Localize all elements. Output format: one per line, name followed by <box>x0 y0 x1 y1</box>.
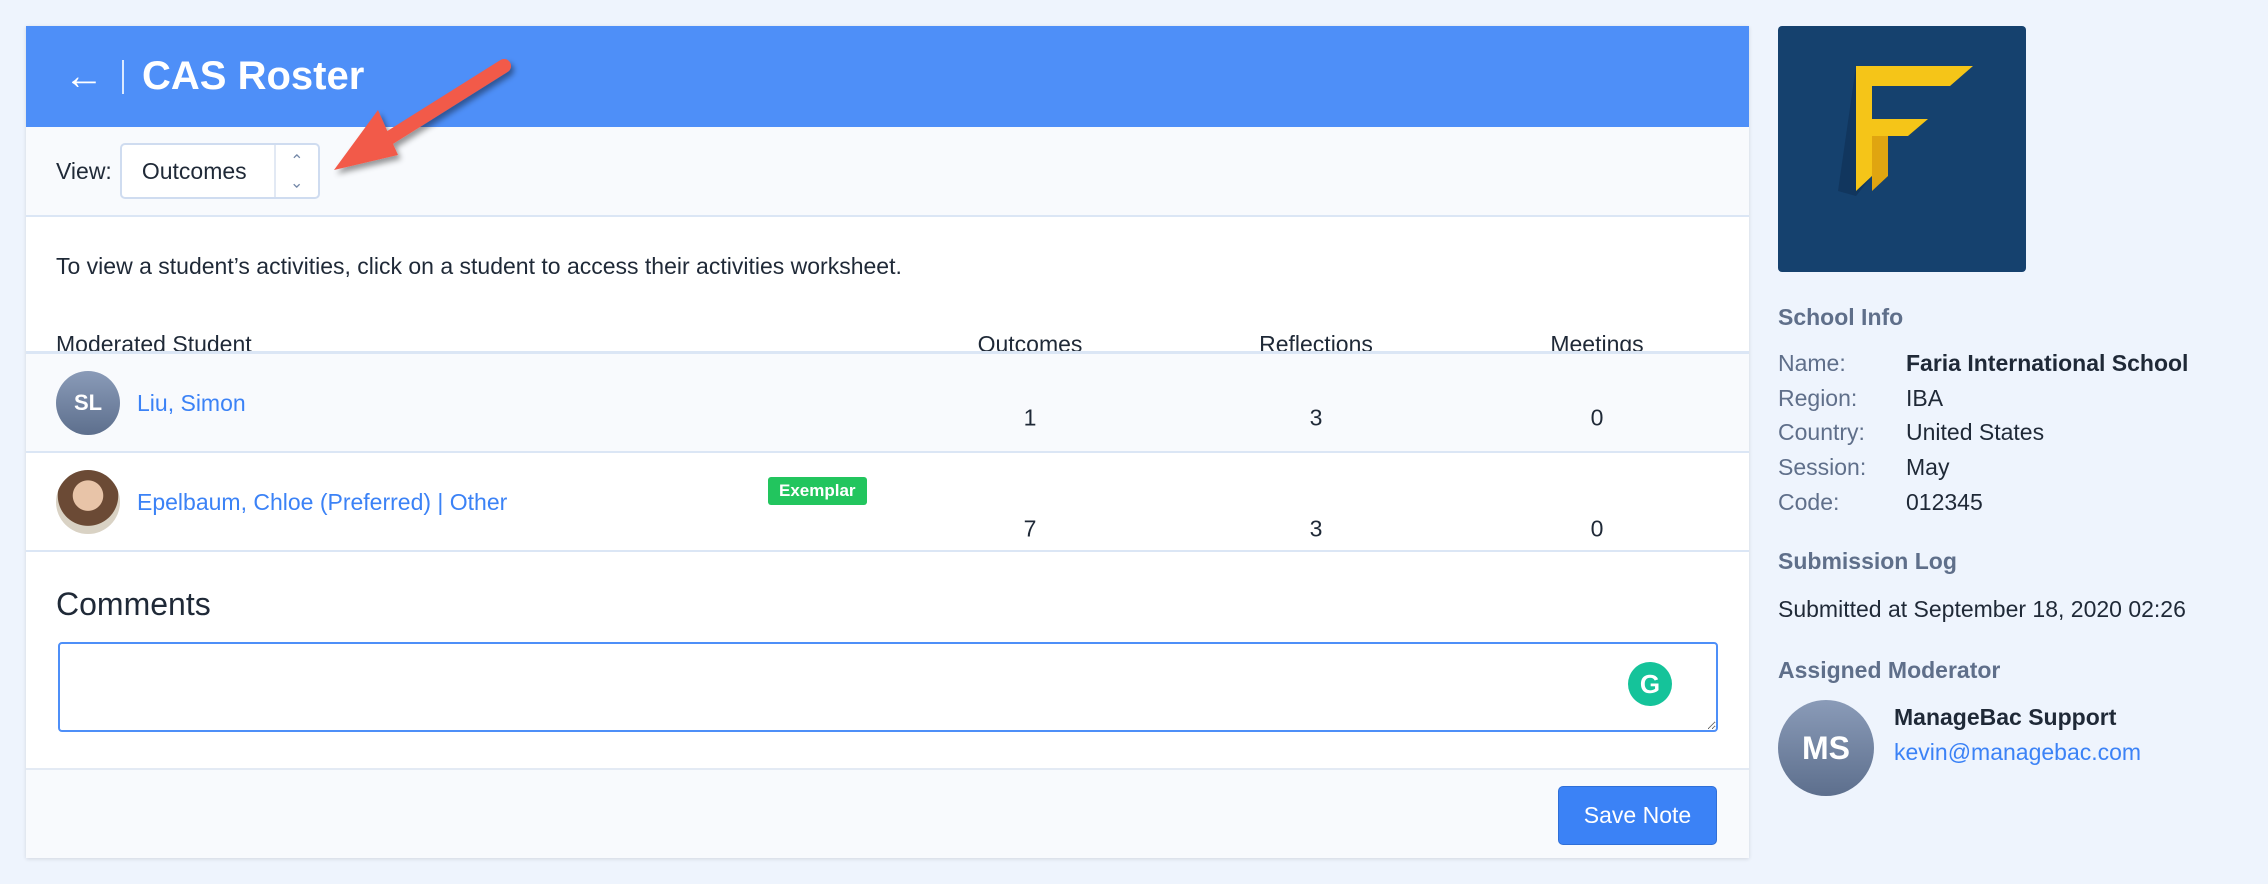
info-value: May <box>1906 454 1950 480</box>
save-note-button[interactable]: Save Note <box>1558 786 1717 845</box>
exemplar-badge: Exemplar <box>768 477 867 505</box>
school-info-title: School Info <box>1778 304 1904 330</box>
grammarly-icon[interactable]: G <box>1628 662 1672 706</box>
reflections-count: 3 <box>1309 515 1323 542</box>
footer: Save Note <box>26 768 1749 858</box>
divider <box>26 451 1749 453</box>
outcomes-count: 1 <box>1023 404 1037 431</box>
assigned-moderator-title: Assigned Moderator <box>1778 657 2001 683</box>
info-label: Code: <box>1778 489 1840 515</box>
arrow-left-icon[interactable]: ← <box>64 54 104 98</box>
meetings-count: 0 <box>1590 515 1604 542</box>
reflections-count: 3 <box>1309 404 1323 431</box>
annotation-arrow-icon <box>334 59 511 170</box>
roster-card: ← CAS Roster View: Outcomes ⌃ ⌃ To view a… <box>26 26 1749 858</box>
divider <box>26 550 1749 552</box>
info-value: United States <box>1906 419 2045 445</box>
info-value: 012345 <box>1906 489 1983 515</box>
info-value: Faria International School <box>1906 350 2189 376</box>
view-select[interactable]: Outcomes ⌃ ⌃ <box>119 143 320 199</box>
chevron-up-down-icon: ⌃ ⌃ <box>273 145 318 197</box>
comments-textarea[interactable] <box>58 642 1718 732</box>
header: ← CAS Roster <box>26 26 1749 127</box>
info-label: Session: <box>1778 454 1867 480</box>
avatar <box>56 470 120 534</box>
outcomes-count: 7 <box>1023 515 1037 542</box>
view-label: View: <box>56 157 112 184</box>
table-row[interactable]: SL Liu, Simon 1 3 0 <box>26 354 1749 451</box>
view-row: View: Outcomes ⌃ ⌃ <box>26 127 1749 217</box>
comments-title: Comments <box>56 586 211 622</box>
submission-text: Submitted at September 18, 2020 02:26 <box>1778 596 2186 622</box>
student-link[interactable]: Liu, Simon <box>137 390 246 416</box>
divider <box>122 59 124 94</box>
info-value: IBA <box>1906 385 1944 411</box>
page-title: CAS Roster <box>142 54 365 98</box>
meetings-count: 0 <box>1590 404 1604 431</box>
school-logo <box>1778 26 2026 272</box>
instructions: To view a student’s activities, click on… <box>56 253 902 279</box>
student-link[interactable]: Epelbaum, Chloe (Preferred) | Other <box>137 489 508 515</box>
table-row[interactable]: Epelbaum, Chloe (Preferred) | Other Exem… <box>26 453 1749 550</box>
moderator-name: ManageBac Support <box>1894 704 2117 730</box>
divider <box>26 351 1749 354</box>
info-label: Country: <box>1778 419 1865 445</box>
view-select-value: Outcomes <box>141 157 247 184</box>
moderator-avatar: MS <box>1778 700 1874 796</box>
submission-log-title: Submission Log <box>1778 548 1957 574</box>
avatar: SL <box>56 371 120 435</box>
info-label: Name: <box>1778 350 1846 376</box>
info-label: Region: <box>1778 385 1858 411</box>
moderator-email-link[interactable]: kevin@managebac.com <box>1894 739 2142 765</box>
